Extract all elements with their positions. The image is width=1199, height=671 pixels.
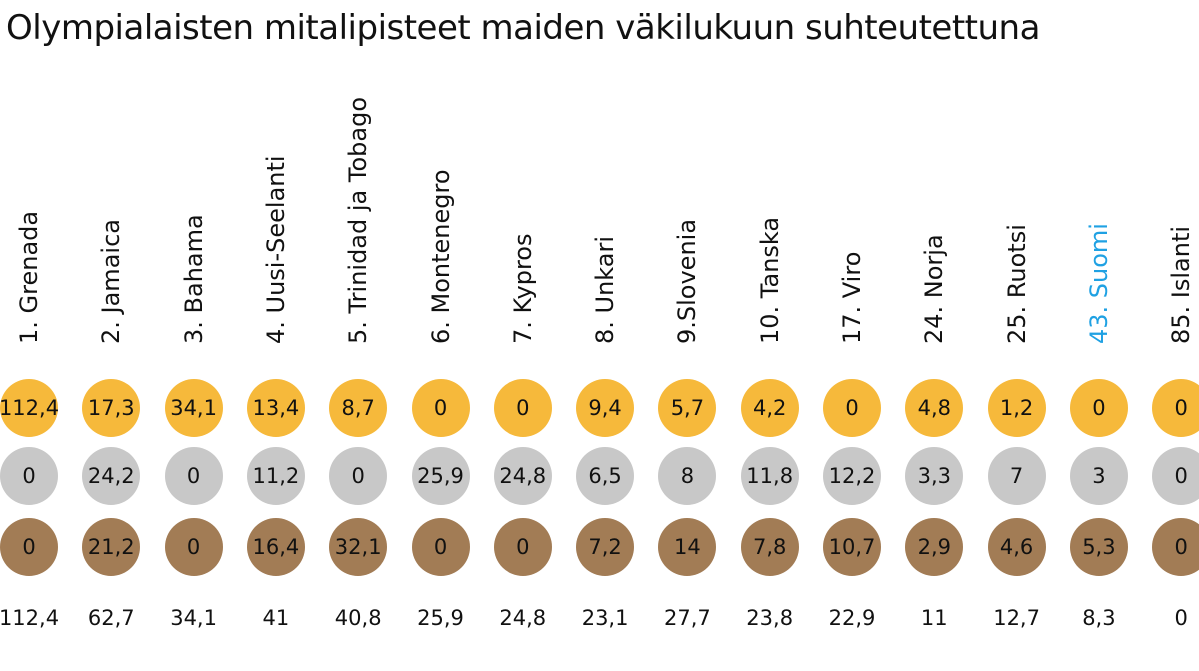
silver-medal-value: 11,2 (246, 447, 305, 505)
country-label: 6. Montenegro (426, 169, 455, 344)
bronze-medal-value: 7,2 (576, 518, 635, 576)
bronze-medal-value: 0 (493, 518, 552, 576)
gold-medal-value: 34,1 (164, 379, 223, 437)
country-label: 7. Kypros (508, 233, 537, 344)
country-label: 4. Uusi-Seelanti (261, 155, 290, 344)
bronze-medal-value: 32,1 (329, 518, 388, 576)
country-label: 25. Ruotsi (1002, 224, 1031, 344)
country-label: 1. Grenada (15, 210, 43, 344)
gold-medal-value: 0 (411, 379, 470, 437)
bronze-medal-value: 10,7 (823, 518, 881, 576)
silver-medal-value: 25,9 (411, 447, 470, 505)
bronze-medal-value: 0 (411, 518, 470, 576)
gold-medal-value: 4,2 (740, 379, 799, 437)
country-label: 10. Tanska (755, 216, 784, 344)
gold-medal-value: 0 (493, 379, 552, 437)
gold-medal-value: 5,7 (658, 379, 717, 437)
gold-medal-value: 1,2 (987, 379, 1046, 437)
gold-medal-value: 112,4 (0, 379, 59, 437)
silver-medal-value: 0 (329, 447, 388, 505)
country-label: 3. Bahama (179, 214, 208, 344)
country-label: 43. Suomi (1084, 223, 1113, 344)
total-value: 41 (262, 606, 290, 630)
bronze-medal-value: 0 (164, 518, 223, 576)
gold-medal-value: 9,4 (576, 379, 635, 437)
silver-medal-value: 3 (1069, 447, 1128, 505)
bronze-medal-value: 0 (1152, 518, 1199, 576)
bronze-medal-value: 14 (658, 518, 717, 576)
bronze-medal-value: 0 (0, 518, 58, 576)
chart-title: Olympialaisten mitalipisteet maiden väki… (6, 8, 1040, 48)
total-value: 0 (1174, 606, 1188, 630)
silver-medal-value: 8 (658, 447, 717, 505)
gold-medal-value: 0 (1069, 379, 1128, 437)
total-value: 23,8 (746, 606, 794, 630)
country-label: 9.Slovenia (673, 218, 702, 344)
total-value: 40,8 (334, 606, 382, 630)
country-label: 2. Jamaica (97, 219, 126, 344)
silver-medal-value: 0 (1152, 447, 1199, 505)
silver-medal-value: 12,2 (823, 447, 881, 505)
country-label: 85. Islanti (1167, 225, 1196, 344)
total-value: 22,9 (828, 606, 876, 630)
gold-medal-value: 4,8 (905, 379, 964, 437)
country-label: 24. Norja (920, 234, 949, 344)
silver-medal-value: 24,2 (82, 447, 141, 505)
silver-medal-value: 7 (987, 447, 1046, 505)
bronze-medal-value: 4,6 (987, 518, 1046, 576)
total-value: 62,7 (87, 606, 135, 630)
total-value: 8,3 (1082, 606, 1116, 630)
gold-medal-value: 8,7 (329, 379, 388, 437)
silver-medal-value: 0 (164, 447, 223, 505)
gold-medal-value: 0 (823, 379, 881, 437)
total-value: 112,4 (0, 606, 60, 630)
bronze-medal-value: 16,4 (246, 518, 305, 576)
country-label: 8. Unkari (591, 235, 620, 344)
total-value: 34,1 (170, 606, 217, 630)
country-label: 17. Viro (838, 251, 866, 344)
silver-medal-value: 6,5 (576, 447, 635, 505)
bronze-medal-value: 21,2 (82, 518, 141, 576)
silver-medal-value: 24,8 (493, 447, 552, 505)
bronze-medal-value: 5,3 (1069, 518, 1128, 576)
total-value: 23,1 (581, 606, 629, 630)
silver-medal-value: 11,8 (740, 447, 799, 505)
gold-medal-value: 13,4 (246, 379, 305, 437)
gold-medal-value: 17,3 (82, 379, 141, 437)
total-value: 11 (920, 606, 948, 630)
total-value: 24,8 (499, 606, 547, 630)
total-value: 25,9 (417, 606, 464, 630)
total-value: 27,7 (664, 606, 711, 630)
silver-medal-value: 0 (0, 447, 58, 505)
total-value: 12,7 (993, 606, 1040, 630)
country-label: 5. Trinidad ja Tobago (344, 96, 373, 344)
bronze-medal-value: 7,8 (740, 518, 799, 576)
silver-medal-value: 3,3 (905, 447, 964, 505)
bronze-medal-value: 2,9 (905, 518, 964, 576)
gold-medal-value: 0 (1152, 379, 1199, 437)
